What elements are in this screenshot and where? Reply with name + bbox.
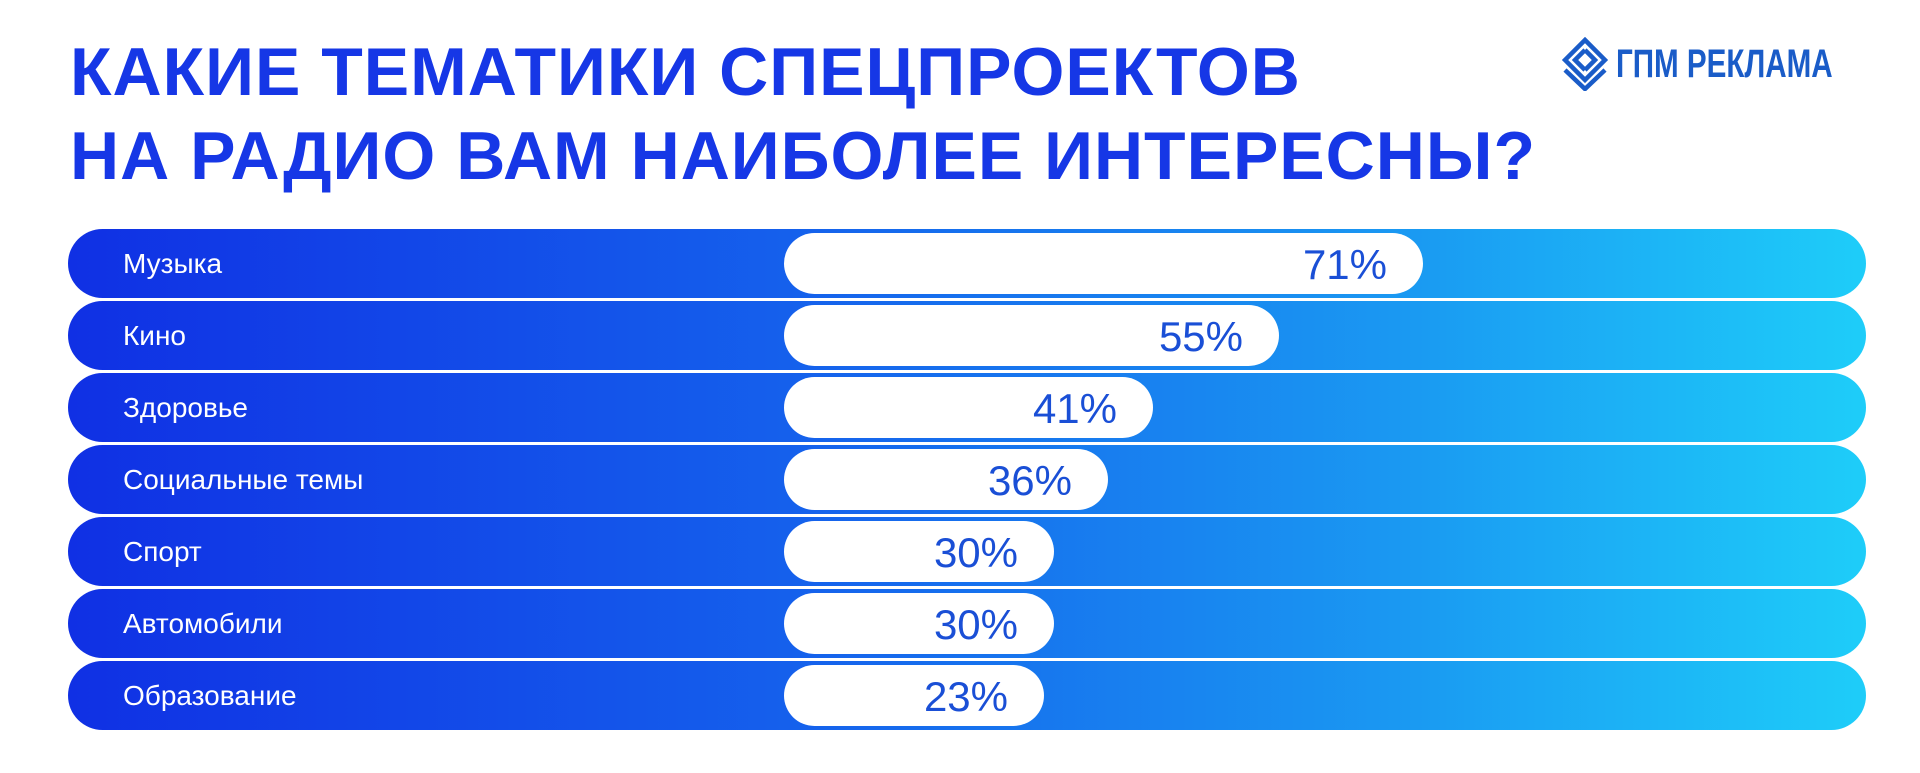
value-label: 36% (987, 457, 1072, 504)
value-bar: 71% (784, 233, 1423, 294)
value-bar: 36% (784, 449, 1108, 510)
value-bar: 30% (784, 521, 1054, 582)
category-label: Образование (123, 680, 297, 711)
chart-title-line-1: КАКИЕ ТЕМАТИКИ СПЕЦПРОЕКТОВ (70, 34, 1301, 110)
category-label: Автомобили (123, 608, 283, 639)
chart-row: Здоровье 41% (68, 373, 1866, 442)
value-bar: 41% (784, 377, 1153, 438)
value-label: 30% (933, 529, 1018, 576)
value-label: 30% (933, 601, 1018, 648)
chart-row: Музыка 71% (68, 229, 1866, 298)
chart-title-line-2: НА РАДИО ВАМ НАИБОЛЕЕ ИНТЕРЕСНЫ? (70, 118, 1536, 194)
value-bar: 23% (784, 665, 1044, 726)
value-bar: 30% (784, 593, 1054, 654)
value-label: 71% (1302, 241, 1387, 288)
logo-text: ГПМ РЕКЛАМА (1616, 41, 1833, 86)
category-label: Кино (123, 320, 186, 351)
category-label: Здоровье (123, 392, 249, 423)
category-label: Социальные темы (123, 464, 364, 495)
chart-row: Кино 55% (68, 301, 1866, 370)
value-label: 55% (1158, 313, 1243, 360)
horizontal-bar-chart: Музыка 71% Кино 55% Здоровье 41% Социальные те… (68, 229, 1866, 734)
chart-row: Автомобили 30% (68, 589, 1866, 658)
gpm-diamond-logo-icon (1562, 37, 1608, 91)
category-label: Спорт (123, 536, 202, 567)
category-label: Музыка (123, 248, 223, 279)
value-label: 41% (1032, 385, 1117, 432)
value-label: 23% (923, 673, 1008, 720)
chart-row: Образование 23% (68, 661, 1866, 730)
chart-row: Спорт 30% (68, 517, 1866, 586)
value-bar: 55% (784, 305, 1279, 366)
gpm-reklama-logo: ГПМ РЕКЛАМА (1562, 34, 1870, 94)
chart-row: Социальные темы 36% (68, 445, 1866, 514)
chart-title: КАКИЕ ТЕМАТИКИ СПЕЦПРОЕКТОВ НА РАДИО ВАМ… (70, 30, 1536, 198)
